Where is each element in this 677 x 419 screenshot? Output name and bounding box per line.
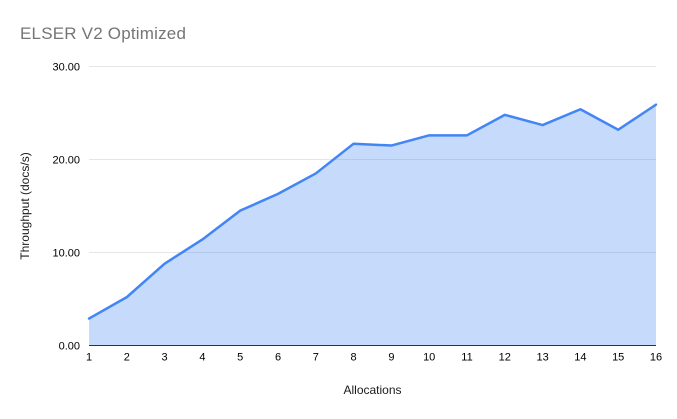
x-tick-label: 12 [499,352,511,364]
series-area [89,104,656,346]
x-tick-label: 2 [124,352,130,364]
y-tick-label: 20.00 [52,155,80,167]
x-tick-label: 5 [237,352,243,364]
x-tick-label: 6 [275,352,281,364]
chart-title: ELSER V2 Optimized [20,24,187,43]
y-tick-label: 10.00 [52,248,80,260]
x-tick-label: 13 [536,352,548,364]
x-tick-label: 15 [612,352,624,364]
x-tick-label: 14 [574,352,586,364]
x-tick-label: 1 [86,352,92,364]
x-tick-label: 10 [423,352,435,364]
x-tick-label: 16 [650,352,662,364]
series-line [87,103,658,320]
y-tick-label: 0.00 [59,341,80,353]
x-axis-title: Allocations [343,383,402,397]
x-tick-label: 7 [313,352,319,364]
x-tick-label: 4 [199,352,205,364]
x-tick-label: 8 [351,352,357,364]
x-tick-label: 9 [388,352,394,364]
x-tick-label: 3 [162,352,168,364]
y-tick-label: 30.00 [52,62,80,74]
x-tick-label: 11 [461,352,472,364]
